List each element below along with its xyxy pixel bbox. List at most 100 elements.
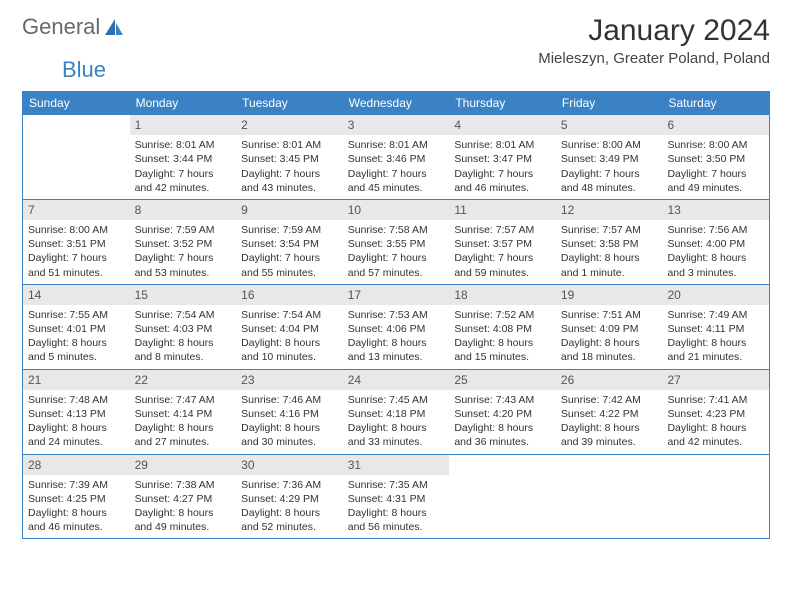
calendar: SundayMondayTuesdayWednesdayThursdayFrid… [22,91,770,539]
day-body: Sunrise: 7:49 AMSunset: 4:11 PMDaylight:… [662,305,769,369]
day-info-line: and 52 minutes. [241,520,338,534]
day-info-line: Sunrise: 7:54 AM [241,308,338,322]
day-info-line: Sunset: 4:14 PM [135,407,232,421]
day-body [556,475,663,482]
day-cell: 13Sunrise: 7:56 AMSunset: 4:00 PMDayligh… [662,200,769,284]
day-number: 9 [236,200,343,220]
day-body: Sunrise: 7:47 AMSunset: 4:14 PMDaylight:… [130,390,237,454]
day-cell [662,455,769,539]
day-body: Sunrise: 8:01 AMSunset: 3:44 PMDaylight:… [130,135,237,199]
day-number: 3 [343,115,450,135]
day-info-line: and 39 minutes. [561,435,658,449]
logo-text-general: General [22,14,100,40]
day-body: Sunrise: 7:57 AMSunset: 3:57 PMDaylight:… [449,220,556,284]
day-info-line: and 24 minutes. [28,435,125,449]
day-info-line: and 56 minutes. [348,520,445,534]
day-info-line: Sunset: 3:50 PM [667,152,764,166]
day-info-line: Sunset: 3:54 PM [241,237,338,251]
day-info-line: Sunset: 4:31 PM [348,492,445,506]
day-info-line: Daylight: 8 hours [241,506,338,520]
month-title: January 2024 [538,14,770,48]
day-info-line: Sunset: 4:20 PM [454,407,551,421]
day-number: 13 [662,200,769,220]
day-info-line: Sunset: 3:57 PM [454,237,551,251]
day-info-line: Sunrise: 8:01 AM [135,138,232,152]
day-info-line: and 13 minutes. [348,350,445,364]
day-info-line: Sunset: 3:44 PM [135,152,232,166]
day-info-line: and 27 minutes. [135,435,232,449]
day-body: Sunrise: 8:00 AMSunset: 3:49 PMDaylight:… [556,135,663,199]
day-info-line: Daylight: 8 hours [348,506,445,520]
day-body: Sunrise: 7:51 AMSunset: 4:09 PMDaylight:… [556,305,663,369]
day-number: 16 [236,285,343,305]
day-body: Sunrise: 8:01 AMSunset: 3:47 PMDaylight:… [449,135,556,199]
day-body: Sunrise: 7:59 AMSunset: 3:54 PMDaylight:… [236,220,343,284]
day-info-line: Sunrise: 7:56 AM [667,223,764,237]
weekday-header: Tuesday [236,91,343,115]
day-info-line: Daylight: 8 hours [348,336,445,350]
day-info-line: Daylight: 7 hours [241,251,338,265]
day-info-line: Sunrise: 7:59 AM [135,223,232,237]
day-info-line: and 10 minutes. [241,350,338,364]
day-cell: 24Sunrise: 7:45 AMSunset: 4:18 PMDayligh… [343,370,450,454]
day-info-line: Sunrise: 8:01 AM [454,138,551,152]
day-info-line: Sunrise: 7:41 AM [667,393,764,407]
day-info-line: and 8 minutes. [135,350,232,364]
day-info-line: Sunrise: 7:48 AM [28,393,125,407]
day-info-line: and 49 minutes. [667,181,764,195]
day-body [662,475,769,482]
day-info-line: and 46 minutes. [454,181,551,195]
day-body: Sunrise: 7:41 AMSunset: 4:23 PMDaylight:… [662,390,769,454]
day-info-line: Sunrise: 7:39 AM [28,478,125,492]
day-info-line: and 45 minutes. [348,181,445,195]
day-info-line: Sunset: 3:51 PM [28,237,125,251]
day-info-line: Sunrise: 7:49 AM [667,308,764,322]
day-info-line: Sunrise: 7:57 AM [561,223,658,237]
day-body: Sunrise: 7:59 AMSunset: 3:52 PMDaylight:… [130,220,237,284]
day-number: 28 [23,455,130,475]
day-info-line: Sunset: 3:47 PM [454,152,551,166]
weekday-header-row: SundayMondayTuesdayWednesdayThursdayFrid… [23,91,769,115]
day-info-line: Daylight: 8 hours [135,336,232,350]
day-info-line: Sunrise: 7:51 AM [561,308,658,322]
day-cell: 27Sunrise: 7:41 AMSunset: 4:23 PMDayligh… [662,370,769,454]
day-body: Sunrise: 7:35 AMSunset: 4:31 PMDaylight:… [343,475,450,539]
day-info-line: Sunset: 3:46 PM [348,152,445,166]
day-cell: 16Sunrise: 7:54 AMSunset: 4:04 PMDayligh… [236,285,343,369]
day-cell: 9Sunrise: 7:59 AMSunset: 3:54 PMDaylight… [236,200,343,284]
day-info-line: Daylight: 8 hours [28,506,125,520]
day-info-line: and 5 minutes. [28,350,125,364]
day-cell: 20Sunrise: 7:49 AMSunset: 4:11 PMDayligh… [662,285,769,369]
day-info-line: Daylight: 7 hours [135,251,232,265]
day-cell: 15Sunrise: 7:54 AMSunset: 4:03 PMDayligh… [130,285,237,369]
day-body: Sunrise: 8:00 AMSunset: 3:50 PMDaylight:… [662,135,769,199]
day-info-line: Sunrise: 7:47 AM [135,393,232,407]
day-info-line: and 42 minutes. [667,435,764,449]
day-info-line: and 49 minutes. [135,520,232,534]
day-info-line: and 36 minutes. [454,435,551,449]
weekday-header: Saturday [662,91,769,115]
day-info-line: Sunrise: 8:00 AM [667,138,764,152]
day-number: 5 [556,115,663,135]
day-info-line: Daylight: 7 hours [241,167,338,181]
day-info-line: and 18 minutes. [561,350,658,364]
day-info-line: Daylight: 8 hours [135,421,232,435]
day-body: Sunrise: 7:36 AMSunset: 4:29 PMDaylight:… [236,475,343,539]
day-body: Sunrise: 7:45 AMSunset: 4:18 PMDaylight:… [343,390,450,454]
day-info-line: Sunrise: 8:01 AM [348,138,445,152]
day-info-line: Daylight: 8 hours [28,336,125,350]
day-info-line: and 30 minutes. [241,435,338,449]
logo: General [22,14,126,40]
day-number: 27 [662,370,769,390]
day-number: 26 [556,370,663,390]
day-body: Sunrise: 7:38 AMSunset: 4:27 PMDaylight:… [130,475,237,539]
day-info-line: Sunrise: 7:53 AM [348,308,445,322]
day-info-line: Sunset: 4:25 PM [28,492,125,506]
day-number: 17 [343,285,450,305]
day-cell: 11Sunrise: 7:57 AMSunset: 3:57 PMDayligh… [449,200,556,284]
week-row: 1Sunrise: 8:01 AMSunset: 3:44 PMDaylight… [23,115,769,200]
day-cell: 25Sunrise: 7:43 AMSunset: 4:20 PMDayligh… [449,370,556,454]
day-body: Sunrise: 7:54 AMSunset: 4:04 PMDaylight:… [236,305,343,369]
day-info-line: and 53 minutes. [135,266,232,280]
day-info-line: Daylight: 8 hours [241,421,338,435]
